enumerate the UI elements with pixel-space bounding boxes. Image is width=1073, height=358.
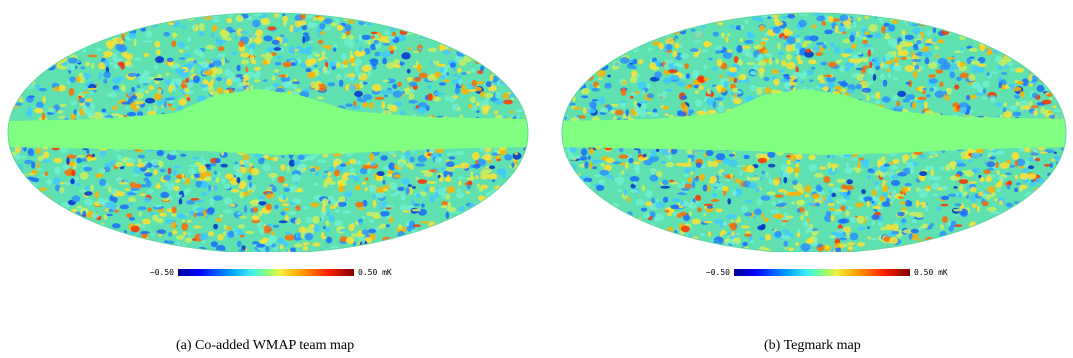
sky-map-mollweide bbox=[7, 12, 529, 252]
galactic-plane-mask bbox=[562, 89, 1066, 155]
colorbar-min-label: −0.50 bbox=[705, 268, 730, 277]
colorbar-gradient bbox=[178, 269, 354, 276]
sky-map-mollweide bbox=[561, 12, 1067, 252]
colorbar-max-label: 0.50 mK bbox=[914, 268, 948, 277]
panel-coadded-wmap: −0.50 0.50 mK (a) Co-added WMAP team map bbox=[0, 0, 536, 358]
colorbar: −0.50 0.50 mK bbox=[706, 267, 948, 279]
map-outline bbox=[561, 12, 1067, 252]
galactic-plane-mask bbox=[8, 89, 528, 155]
colorbar-max-label: 0.50 mK bbox=[358, 268, 392, 277]
map-outline bbox=[7, 12, 529, 252]
caption: (a) Co-added WMAP team map bbox=[176, 338, 355, 353]
colorbar-gradient bbox=[734, 269, 910, 276]
colorbar: −0.50 0.50 mK bbox=[150, 267, 392, 279]
colorbar-min-label: −0.50 bbox=[149, 268, 174, 277]
panel-tegmark: −0.50 0.50 mK (b) Tegmark map bbox=[556, 0, 1073, 358]
caption: (b) Tegmark map bbox=[764, 338, 861, 353]
